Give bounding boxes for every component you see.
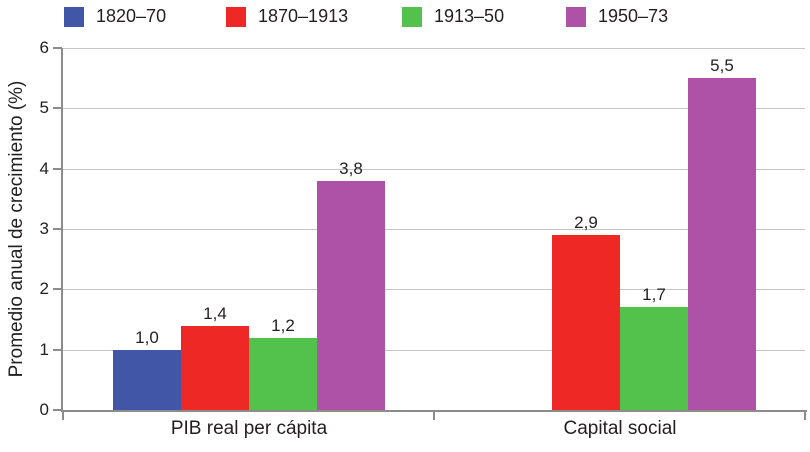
y-axis-tick — [53, 167, 62, 170]
bar — [688, 78, 756, 410]
legend-label: 1913–50 — [434, 6, 505, 26]
bar — [181, 325, 249, 410]
legend-label: 1820–70 — [96, 6, 167, 26]
bar — [552, 235, 620, 410]
x-axis-category-label: PIB real per cápita — [170, 418, 328, 439]
y-axis-tick — [53, 409, 62, 411]
gridline — [63, 168, 805, 170]
y-axis-tick — [53, 288, 62, 291]
legend-label: 1870–1913 — [258, 6, 349, 26]
gridline — [63, 229, 805, 230]
y-axis-tick — [53, 107, 62, 110]
legend-swatch-icon — [402, 6, 422, 27]
legend-item: 1950–73 — [566, 6, 668, 27]
bar-value-label: 1,4 — [203, 303, 227, 323]
legend-swatch-icon — [226, 6, 246, 27]
y-axis-tick — [53, 348, 62, 351]
x-axis-category-label: Capital social — [563, 418, 677, 439]
y-axis-tick — [53, 228, 62, 230]
y-axis-line — [61, 48, 63, 410]
y-tick-label: 3 — [39, 219, 49, 238]
y-tick-label: 1 — [39, 339, 49, 359]
bar-value-label: 1,2 — [271, 315, 295, 335]
gridline — [63, 108, 805, 110]
x-axis-tick — [62, 412, 64, 420]
bar-value-label: 3,8 — [339, 158, 363, 178]
y-tick-label: 0 — [39, 400, 49, 419]
bar — [317, 180, 385, 410]
y-tick-label: 6 — [39, 38, 49, 57]
y-tick-label: 2 — [39, 279, 49, 299]
bar-value-label: 5,5 — [710, 56, 734, 76]
legend-item: 1870–1913 — [226, 6, 348, 27]
bar — [113, 349, 181, 410]
x-axis-tick — [804, 412, 806, 420]
legend: 1820–70 1870–1913 1913–50 1950–73 — [0, 0, 810, 40]
bar-value-label: 2,9 — [574, 213, 598, 233]
legend-item: 1820–70 — [64, 6, 166, 27]
x-axis-line — [61, 410, 807, 412]
bar — [249, 337, 317, 410]
y-tick-label: 4 — [39, 158, 49, 178]
gridline — [63, 349, 805, 351]
plot-area: 0 1 2 3 4 5 6 1,0 1,4 1,2 3,8 PIB real per cápita 2,… — [40, 38, 807, 439]
legend-swatch-icon — [64, 6, 84, 27]
gridline — [63, 289, 805, 291]
bar-value-label: 1,0 — [135, 327, 159, 347]
gridline — [63, 48, 805, 49]
x-axis-tick — [433, 412, 435, 420]
bar-value-label: 1,7 — [642, 285, 666, 305]
y-axis-tick — [53, 47, 62, 49]
legend-label: 1950–73 — [598, 6, 669, 26]
bar — [620, 307, 688, 410]
y-tick-label: 5 — [39, 98, 49, 118]
legend-item: 1913–50 — [402, 6, 504, 27]
legend-swatch-icon — [566, 6, 586, 27]
